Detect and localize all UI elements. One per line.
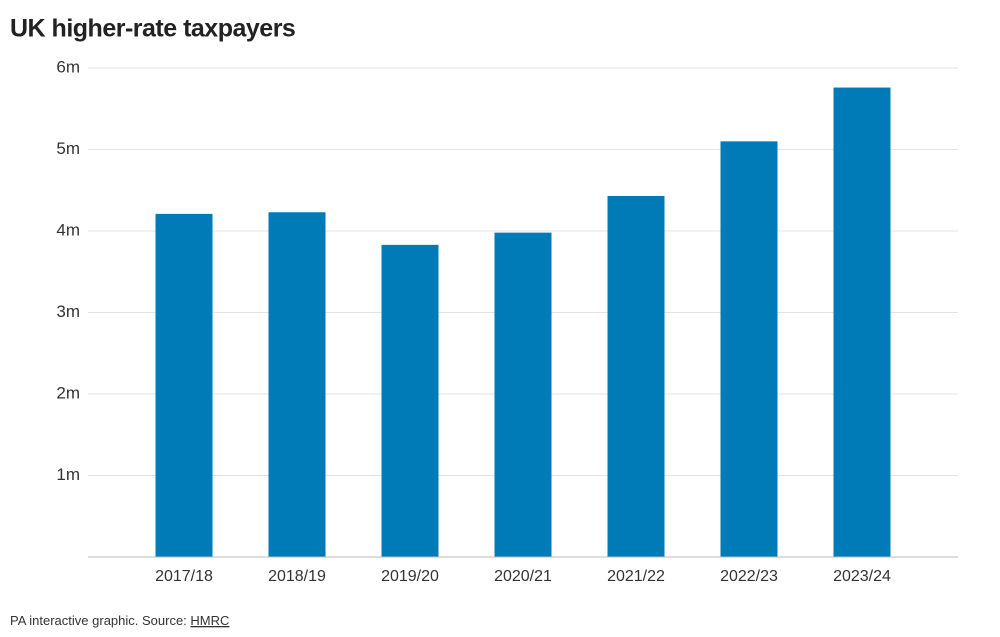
- y-tick-label: 3m: [56, 302, 80, 321]
- bar: [381, 244, 439, 558]
- x-tick-label: 2018/19: [268, 568, 326, 585]
- y-tick-label: 4m: [56, 220, 80, 239]
- bar: [607, 195, 665, 557]
- y-tick-label: 5m: [56, 139, 80, 158]
- x-tick-label: 2023/24: [833, 568, 891, 585]
- bar: [720, 141, 778, 557]
- chart-title: UK higher-rate taxpayers: [10, 15, 295, 43]
- x-tick-label: 2021/22: [607, 568, 665, 585]
- bar: [833, 87, 891, 557]
- y-tick-label: 6m: [56, 57, 80, 76]
- x-tick-label: 2019/20: [381, 568, 439, 585]
- source-link[interactable]: HMRC: [190, 613, 229, 628]
- source: PA interactive graphic. Source: HMRC: [10, 613, 229, 628]
- bar: [494, 232, 552, 557]
- source-prefix: PA interactive graphic. Source:: [10, 613, 187, 628]
- y-tick-label: 1m: [56, 465, 80, 484]
- x-tick-label: 2017/18: [155, 568, 213, 585]
- x-tick-label: 2020/21: [494, 568, 552, 585]
- bar: [268, 212, 326, 557]
- x-tick-label: 2022/23: [720, 568, 778, 585]
- y-tick-label: 2m: [56, 383, 80, 402]
- bar: [155, 213, 213, 557]
